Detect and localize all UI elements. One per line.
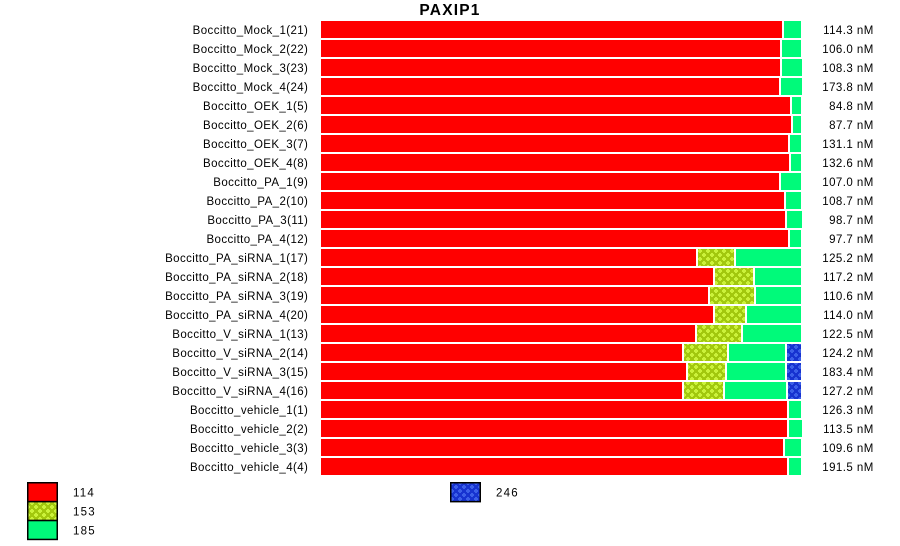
svg-text:191.5 nM: 191.5 nM [822,462,874,474]
svg-text:Boccitto_OEK_4(8): Boccitto_OEK_4(8) [203,158,308,170]
svg-text:Boccitto_PA_siRNA_1(17): Boccitto_PA_siRNA_1(17) [165,253,308,265]
svg-text:Boccitto_PA_4(12): Boccitto_PA_4(12) [206,234,308,246]
svg-text:107.0 nM: 107.0 nM [822,177,874,189]
svg-text:Boccitto_vehicle_1(1): Boccitto_vehicle_1(1) [190,405,308,417]
svg-text:114: 114 [73,488,95,500]
svg-text:127.2 nM: 127.2 nM [822,386,874,398]
svg-text:126.3 nM: 126.3 nM [822,405,874,417]
svg-text:Boccitto_OEK_3(7): Boccitto_OEK_3(7) [203,139,308,151]
svg-text:Boccitto_Mock_3(23): Boccitto_Mock_3(23) [193,63,309,75]
svg-text:Boccitto_V_siRNA_4(16): Boccitto_V_siRNA_4(16) [172,386,308,398]
svg-text:Boccitto_PA_2(10): Boccitto_PA_2(10) [206,196,308,208]
svg-text:110.6 nM: 110.6 nM [823,291,874,303]
svg-text:Boccitto_OEK_1(5): Boccitto_OEK_1(5) [203,101,308,113]
svg-text:153: 153 [73,507,96,519]
svg-text:114.3 nM: 114.3 nM [823,25,874,37]
svg-text:Boccitto_Mock_1(21): Boccitto_Mock_1(21) [193,25,309,37]
svg-text:117.2 nM: 117.2 nM [823,272,874,284]
svg-text:Boccitto_V_siRNA_3(15): Boccitto_V_siRNA_3(15) [172,367,308,379]
svg-text:87.7 nM: 87.7 nM [829,120,874,132]
svg-text:98.7 nM: 98.7 nM [829,215,874,227]
svg-text:173.8 nM: 173.8 nM [822,82,874,94]
svg-text:Boccitto_PA_siRNA_2(18): Boccitto_PA_siRNA_2(18) [165,272,308,284]
svg-text:Boccitto_PA_siRNA_4(20): Boccitto_PA_siRNA_4(20) [165,310,308,322]
svg-text:Boccitto_vehicle_3(3): Boccitto_vehicle_3(3) [190,443,308,455]
svg-text:132.6 nM: 132.6 nM [822,158,874,170]
svg-text:131.1 nM: 131.1 nM [822,139,874,151]
svg-text:185: 185 [73,526,96,538]
svg-text:Boccitto_Mock_4(24): Boccitto_Mock_4(24) [193,82,309,94]
svg-text:97.7 nM: 97.7 nM [829,234,874,246]
svg-text:Boccitto_Mock_2(22): Boccitto_Mock_2(22) [193,44,309,56]
svg-text:Boccitto_PA_1(9): Boccitto_PA_1(9) [213,177,308,189]
svg-text:125.2 nM: 125.2 nM [822,253,874,265]
svg-text:PAXIP1: PAXIP1 [419,2,480,19]
svg-text:Boccitto_OEK_2(6): Boccitto_OEK_2(6) [203,120,308,132]
svg-text:Boccitto_vehicle_2(2): Boccitto_vehicle_2(2) [190,424,308,436]
svg-text:Boccitto_V_siRNA_2(14): Boccitto_V_siRNA_2(14) [172,348,308,360]
svg-text:106.0 nM: 106.0 nM [822,44,874,56]
svg-text:108.3 nM: 108.3 nM [822,63,874,75]
svg-text:Boccitto_vehicle_4(4): Boccitto_vehicle_4(4) [190,462,308,474]
svg-text:122.5 nM: 122.5 nM [822,329,874,341]
svg-text:113.5 nM: 113.5 nM [823,424,874,436]
svg-text:183.4 nM: 183.4 nM [822,367,874,379]
svg-text:246: 246 [496,488,519,500]
svg-text:124.2 nM: 124.2 nM [822,348,874,360]
svg-text:Boccitto_V_siRNA_1(13): Boccitto_V_siRNA_1(13) [172,329,308,341]
svg-text:108.7 nM: 108.7 nM [822,196,874,208]
svg-text:Boccitto_PA_3(11): Boccitto_PA_3(11) [207,215,308,227]
svg-text:114.0 nM: 114.0 nM [823,310,874,322]
svg-text:Boccitto_PA_siRNA_3(19): Boccitto_PA_siRNA_3(19) [165,291,308,303]
svg-text:109.6 nM: 109.6 nM [822,443,874,455]
svg-text:84.8 nM: 84.8 nM [829,101,874,113]
